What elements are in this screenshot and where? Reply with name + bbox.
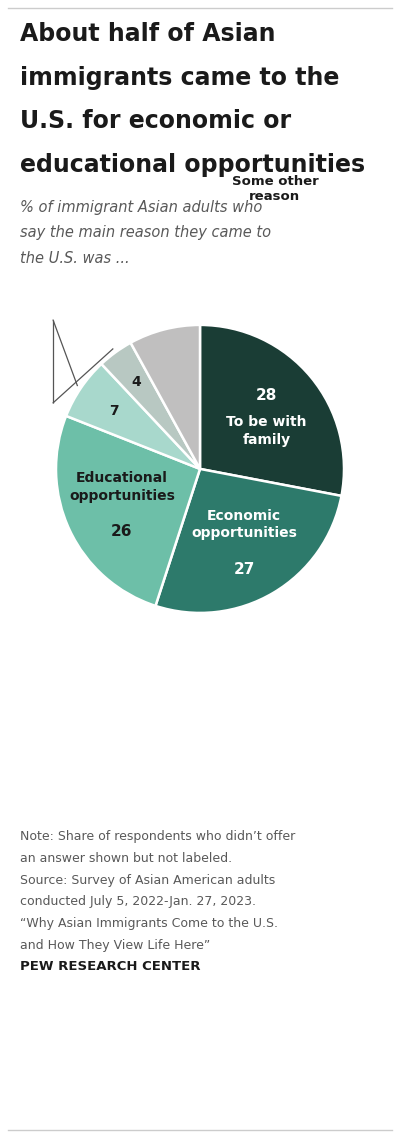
Wedge shape	[131, 325, 200, 468]
Wedge shape	[156, 468, 342, 613]
Text: the U.S. was ...: the U.S. was ...	[20, 250, 130, 265]
Text: say the main reason they came to: say the main reason they came to	[20, 225, 271, 240]
Wedge shape	[102, 343, 200, 468]
Text: About half of Asian: About half of Asian	[20, 22, 276, 46]
Text: 28: 28	[256, 388, 277, 403]
Text: educational opportunities: educational opportunities	[20, 153, 365, 177]
Wedge shape	[200, 325, 344, 496]
Text: and How They View Life Here”: and How They View Life Here”	[20, 939, 210, 952]
Text: Source: Survey of Asian American adults: Source: Survey of Asian American adults	[20, 874, 275, 886]
Text: % of immigrant Asian adults who: % of immigrant Asian adults who	[20, 200, 262, 215]
Text: Economic
opportunities: Economic opportunities	[191, 509, 297, 541]
Text: Some other
reason: Some other reason	[232, 174, 318, 202]
Text: PEW RESEARCH CENTER: PEW RESEARCH CENTER	[20, 960, 200, 974]
Text: 27: 27	[233, 561, 255, 576]
Text: conducted July 5, 2022-Jan. 27, 2023.: conducted July 5, 2022-Jan. 27, 2023.	[20, 895, 256, 908]
Text: an answer shown but not labeled.: an answer shown but not labeled.	[20, 852, 232, 864]
Text: U.S. for economic or: U.S. for economic or	[20, 109, 291, 133]
Text: Note: Share of respondents who didn’t offer: Note: Share of respondents who didn’t of…	[20, 830, 295, 843]
Text: 26: 26	[111, 525, 132, 540]
Text: 4: 4	[132, 374, 141, 388]
Text: To be with
family: To be with family	[226, 416, 307, 447]
Text: “Why Asian Immigrants Come to the U.S.: “Why Asian Immigrants Come to the U.S.	[20, 917, 278, 930]
Text: Educational
opportunities: Educational opportunities	[69, 472, 175, 503]
Text: immigrants came to the: immigrants came to the	[20, 65, 339, 90]
Text: 7: 7	[110, 404, 119, 418]
Wedge shape	[66, 364, 200, 468]
Wedge shape	[56, 416, 200, 606]
